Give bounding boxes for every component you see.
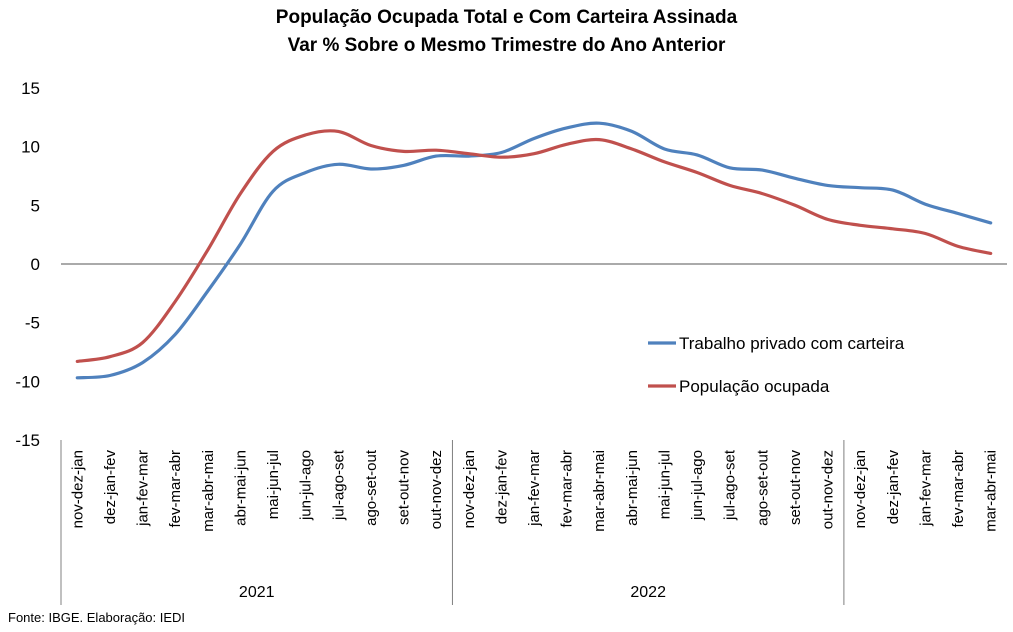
series-line-2 [75, 129, 993, 363]
x-tick-label: jan-fev-mar [135, 450, 152, 527]
x-tick-label: fev-mar-abr [167, 450, 184, 528]
series-line-1 [75, 121, 993, 380]
y-tick-label: -10 [15, 372, 40, 391]
x-tick-label: nov-dez-jan [69, 450, 86, 528]
chart-title-line1: População Ocupada Total e Com Carteira A… [275, 7, 738, 28]
y-tick-label: -5 [25, 314, 40, 333]
x-tick-label: nov-dez-jan [461, 450, 478, 528]
chart-title-line2: Var % Sobre o Mesmo Trimestre do Ano Ant… [287, 35, 726, 56]
x-tick-label: nov-dez-jan [852, 450, 869, 528]
x-tick-label: ago-set-out [754, 449, 771, 526]
y-tick-label: 0 [31, 255, 40, 274]
x-tick-label: mar-abr-mai [200, 450, 217, 532]
x-tick-label: jan-fev-mar [917, 450, 934, 527]
x-tick-label: jan-fev-mar [526, 450, 543, 527]
x-tick-label: dez-jan-fev [885, 450, 902, 525]
legend-label-1: Trabalho privado com carteira [679, 334, 905, 353]
x-tick-label: mai-jun-jul [265, 450, 282, 519]
x-tick-label: jun-jul-ago [689, 450, 706, 521]
x-tick-label: jul-ago-set [722, 449, 739, 521]
x-tick-label: jun-jul-ago [298, 450, 315, 521]
x-tick-label: fev-mar-abr [559, 450, 576, 528]
y-tick-label: 5 [31, 196, 40, 215]
source-footnote: Fonte: IBGE. Elaboração: IEDI [8, 610, 186, 625]
x-tick-label: out-nov-dez [428, 450, 445, 529]
x-year-label: 2021 [239, 584, 275, 601]
x-tick-label: abr-mai-jun [624, 450, 641, 526]
y-tick-label: 10 [21, 138, 40, 157]
x-tick-label: abr-mai-jun [232, 450, 249, 526]
x-tick-label: jul-ago-set [330, 449, 347, 521]
x-year-label: 2022 [630, 584, 666, 601]
x-tick-label: dez-jan-fev [102, 450, 119, 525]
x-tick-label: mai-jun-jul [656, 450, 673, 519]
x-tick-label: dez-jan-fev [493, 450, 510, 525]
x-tick-label: set-out-nov [396, 450, 413, 526]
x-tick-label: out-nov-dez [820, 450, 837, 529]
x-tick-label: ago-set-out [363, 449, 380, 526]
x-tick-label: fev-mar-abr [950, 450, 967, 528]
legend-label-2: População ocupada [679, 377, 830, 396]
y-tick-label: -15 [15, 431, 40, 450]
x-tick-label: mar-abr-mai [591, 450, 608, 532]
y-tick-label: 15 [21, 79, 40, 98]
x-tick-label: set-out-nov [787, 450, 804, 526]
x-tick-label: mar-abr-mai [983, 450, 1000, 532]
